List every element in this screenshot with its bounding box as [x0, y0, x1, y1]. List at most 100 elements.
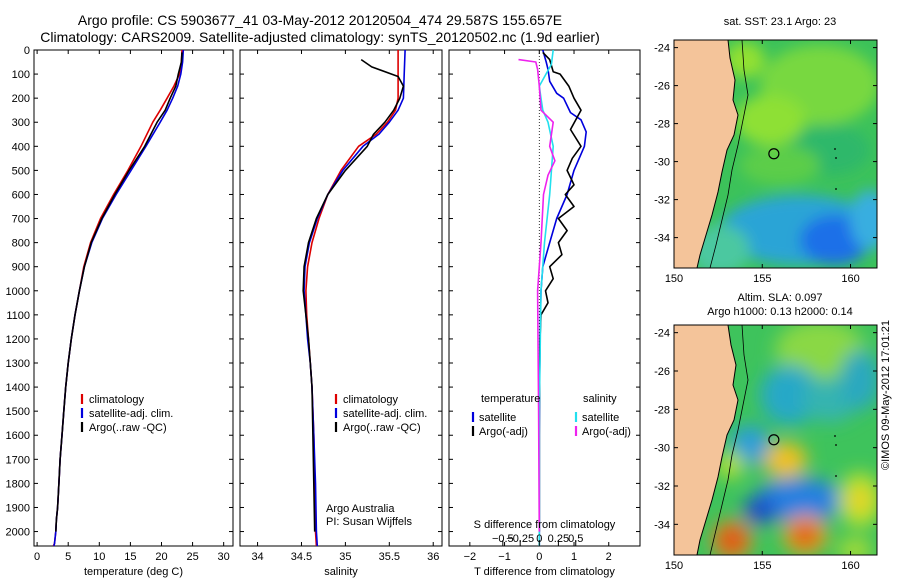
y-tick-label: 1500 — [6, 406, 30, 418]
s-tick-label: 0 — [536, 533, 542, 545]
lon-tick-label: 160 — [841, 273, 859, 285]
series-temperature-argo-adj- — [538, 51, 582, 532]
y-tick-label: 1100 — [6, 310, 30, 322]
difference-profile-xlabel: T difference from climatology — [474, 566, 615, 578]
sla-map-title-line1: Altim. SLA: 0.097 — [737, 292, 823, 304]
salinity-profile-panel: 34 34.5 35 35.5 36 salinity climatology satelli… — [239, 49, 443, 578]
salinity-profile-xlabel: salinity — [324, 566, 358, 578]
x-tick-label: 10 — [93, 551, 105, 563]
temperature-profile-xlabel: temperature (deg C) — [84, 566, 183, 578]
y-tick-label: 1200 — [6, 334, 30, 346]
y-tick-label: 1700 — [6, 454, 30, 466]
s-tick-label: 0.5 — [568, 533, 583, 545]
x-tick-label: 2 — [606, 551, 612, 563]
x-tick-label: 15 — [124, 551, 136, 563]
y-tick-label: 1400 — [6, 382, 30, 394]
y-tick-label: 1800 — [6, 478, 30, 490]
legend-label: satellite — [479, 412, 516, 424]
lat-tick-label: -32 — [654, 481, 670, 493]
y-tick-label: 1600 — [6, 430, 30, 442]
temperature-profile-panel: 0100200300400500600700800900100011001200… — [6, 45, 234, 578]
lon-tick-label: 160 — [841, 560, 859, 572]
x-tick-label: 5 — [65, 551, 71, 563]
lat-tick-label: -30 — [654, 443, 670, 455]
s-tick-label: −0.25 — [506, 533, 534, 545]
y-tick-label: 500 — [12, 165, 30, 177]
x-tick-label: 35 — [339, 551, 351, 563]
y-tick-label: 300 — [12, 117, 30, 129]
lon-tick-label: 150 — [665, 560, 683, 572]
x-tick-label: 1 — [571, 551, 577, 563]
x-tick-label: 34 — [251, 551, 263, 563]
lat-tick-label: -34 — [654, 233, 670, 245]
sla-argo-position-marker — [768, 434, 780, 446]
x-tick-label: 35.5 — [379, 551, 400, 563]
annotation-line: PI: Susan Wijffels — [326, 516, 412, 528]
temperature-profile-series — [52, 50, 185, 546]
legend-label: satellite-adj. clim. — [343, 408, 427, 420]
salinity-profile-series — [302, 50, 406, 546]
x-tick-label: −2 — [464, 551, 477, 563]
series-salinity-argo-adj- — [518, 58, 556, 532]
lat-tick-label: -30 — [654, 157, 670, 169]
series-argo-raw-qc- — [55, 52, 183, 532]
figure-title-line2: Climatology: CARS2009. Satellite-adjuste… — [40, 29, 600, 45]
s-tick-label: −0.5 — [492, 533, 514, 545]
lat-tick-label: -24 — [654, 43, 670, 55]
y-tick-label: 1300 — [6, 358, 30, 370]
lat-tick-label: -24 — [654, 328, 670, 340]
series-argo-raw-qc- — [302, 58, 405, 532]
legend-header-salinity: salinity — [583, 393, 617, 405]
legend-label: Argo(-adj) — [479, 426, 528, 438]
sst-map-title: sat. SST: 23.1 Argo: 23 — [723, 16, 837, 28]
y-tick-label: 100 — [12, 69, 30, 81]
lat-tick-label: -28 — [654, 119, 670, 131]
legend-label: climatology — [343, 394, 399, 406]
annotation-line: Argo Australia — [326, 503, 395, 515]
difference-profile-series — [518, 50, 588, 546]
y-tick-label: 0 — [24, 45, 30, 57]
sst-map — [674, 40, 877, 268]
legend-label: satellite-adj. clim. — [89, 408, 173, 420]
lat-tick-label: -26 — [654, 81, 670, 93]
legend-label: Argo(..raw -QC) — [343, 422, 421, 434]
temperature-profile-frame — [33, 49, 234, 547]
lon-tick-label: 155 — [753, 560, 771, 572]
s-tick-label: 0.25 — [548, 533, 569, 545]
x-tick-label: 0 — [536, 551, 542, 563]
y-tick-label: 400 — [12, 141, 30, 153]
y-tick-label: 1000 — [6, 286, 30, 298]
series-salinity-satellite — [538, 50, 555, 546]
figure-title-line1: Argo profile: CS 5903677_41 03-May-2012 … — [77, 12, 563, 28]
lat-tick-label: -26 — [654, 366, 670, 378]
y-tick-label: 200 — [12, 93, 30, 105]
sla-map-title-line2: Argo h1000: 0.13 h2000: 0.14 — [707, 306, 853, 318]
y-tick-label: 800 — [12, 238, 30, 250]
salinity-profile-frame — [239, 49, 443, 547]
x-tick-label: 0 — [34, 551, 40, 563]
legend-label: climatology — [89, 394, 145, 406]
x-tick-label: 34.5 — [291, 551, 312, 563]
difference-profile-frame — [448, 49, 641, 547]
y-tick-label: 2000 — [6, 527, 30, 539]
x-tick-label: 25 — [186, 551, 198, 563]
x-tick-label: −1 — [498, 551, 511, 563]
legend-header-temperature: temperature — [481, 393, 540, 405]
y-tick-label: 600 — [12, 189, 30, 201]
lat-tick-label: -34 — [654, 519, 670, 531]
difference-profile-panel: −2 −1 0 1 2 T difference from climatology −0.5… — [448, 49, 641, 578]
y-tick-label: 700 — [12, 214, 30, 226]
y-tick-label: 900 — [12, 262, 30, 274]
sla-map — [674, 325, 877, 555]
lat-tick-label: -32 — [654, 195, 670, 207]
legend-label: Argo(-adj) — [582, 426, 631, 438]
x-tick-label: 36 — [427, 551, 439, 563]
lon-tick-label: 150 — [665, 273, 683, 285]
legend-label: satellite — [582, 412, 619, 424]
lat-tick-label: -28 — [654, 404, 670, 416]
lon-tick-label: 155 — [753, 273, 771, 285]
x-tick-label: 20 — [155, 551, 167, 563]
s-difference-label: S difference from climatology — [474, 519, 616, 531]
legend-label: Argo(..raw -QC) — [89, 422, 167, 434]
